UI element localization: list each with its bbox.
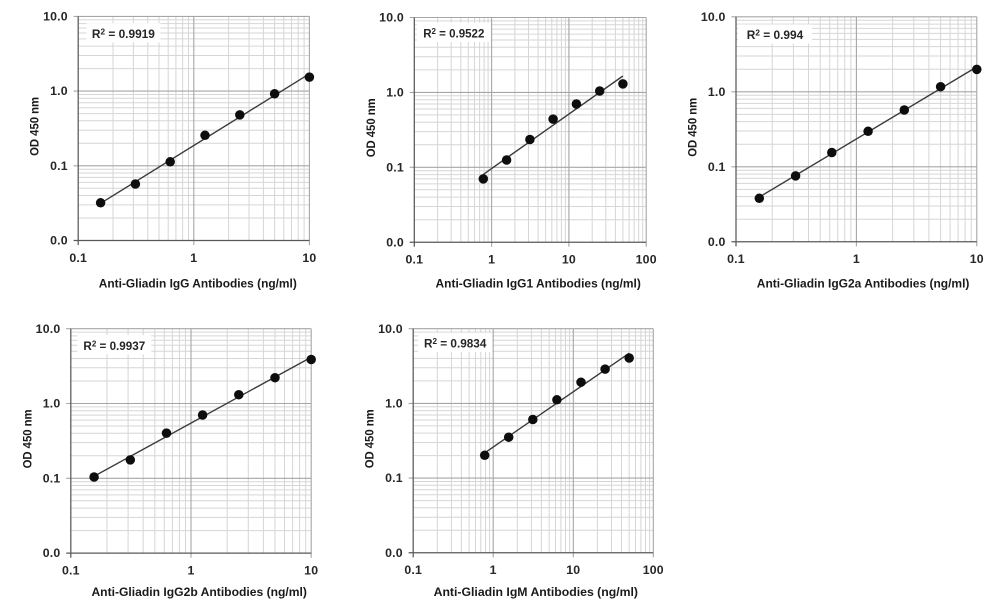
svg-text:0.1: 0.1 <box>69 251 87 265</box>
svg-text:0.1: 0.1 <box>405 253 423 267</box>
svg-text:0.0: 0.0 <box>385 546 403 560</box>
svg-text:0.1: 0.1 <box>727 252 745 266</box>
svg-text:10.0: 10.0 <box>43 10 68 24</box>
svg-text:1.0: 1.0 <box>386 86 404 100</box>
svg-text:Anti-Gliadin IgM Antibodies (n: Anti-Gliadin IgM Antibodies (ng/ml) <box>434 585 638 599</box>
svg-text:R2 = 0.9919: R2 = 0.9919 <box>92 26 155 41</box>
svg-text:Anti-Gliadin IgG1 Antibodies (: Anti-Gliadin IgG1 Antibodies (ng/ml) <box>436 276 641 290</box>
svg-text:1.0: 1.0 <box>385 397 403 411</box>
svg-text:100: 100 <box>643 563 664 577</box>
svg-text:1: 1 <box>187 563 194 577</box>
svg-text:OD 450 nm: OD 450 nm <box>686 98 700 157</box>
svg-text:10: 10 <box>302 251 316 265</box>
svg-text:1: 1 <box>853 252 860 266</box>
svg-text:OD 450 nm: OD 450 nm <box>363 409 377 468</box>
svg-text:0.1: 0.1 <box>50 159 68 173</box>
svg-text:OD 450 nm: OD 450 nm <box>20 409 34 468</box>
svg-text:R2 = 0.9522: R2 = 0.9522 <box>423 26 484 41</box>
svg-text:1: 1 <box>190 251 197 265</box>
svg-text:0.1: 0.1 <box>385 471 403 485</box>
svg-text:Anti-Gliadin IgG Antibodies (n: Anti-Gliadin IgG Antibodies (ng/ml) <box>99 276 297 290</box>
svg-text:1.0: 1.0 <box>50 84 68 98</box>
svg-text:0.1: 0.1 <box>62 563 80 577</box>
svg-text:10.0: 10.0 <box>701 10 726 24</box>
svg-text:100: 100 <box>636 253 657 267</box>
svg-text:1: 1 <box>488 253 495 267</box>
svg-text:10.0: 10.0 <box>378 322 403 336</box>
svg-text:0.0: 0.0 <box>386 235 404 249</box>
svg-text:R2 = 0.994: R2 = 0.994 <box>747 28 803 43</box>
svg-text:0.0: 0.0 <box>708 235 726 249</box>
svg-text:10: 10 <box>970 252 984 266</box>
svg-text:1: 1 <box>490 563 497 577</box>
svg-text:R2 = 0.9937: R2 = 0.9937 <box>83 338 145 353</box>
svg-text:1.0: 1.0 <box>43 397 61 411</box>
svg-text:0.0: 0.0 <box>43 546 61 560</box>
svg-text:10.0: 10.0 <box>36 322 61 336</box>
svg-text:0.0: 0.0 <box>50 234 68 248</box>
svg-text:0.1: 0.1 <box>404 563 422 577</box>
svg-text:10: 10 <box>562 253 576 267</box>
svg-text:OD 450 nm: OD 450 nm <box>28 97 42 156</box>
svg-text:10: 10 <box>566 563 580 577</box>
svg-text:10.0: 10.0 <box>379 11 404 25</box>
svg-text:0.1: 0.1 <box>43 471 61 485</box>
svg-text:10: 10 <box>304 563 318 577</box>
svg-text:OD 450 nm: OD 450 nm <box>364 98 378 157</box>
svg-text:Anti-Gliadin IgG2b Antibodies: Anti-Gliadin IgG2b Antibodies (ng/ml) <box>91 585 307 599</box>
svg-text:Anti-Gliadin IgG2a Antibodies: Anti-Gliadin IgG2a Antibodies (ng/ml) <box>757 276 970 290</box>
svg-text:0.1: 0.1 <box>708 160 726 174</box>
svg-text:R2 = 0.9834: R2 = 0.9834 <box>424 336 486 351</box>
svg-text:0.1: 0.1 <box>386 160 404 174</box>
svg-text:1.0: 1.0 <box>708 85 726 99</box>
